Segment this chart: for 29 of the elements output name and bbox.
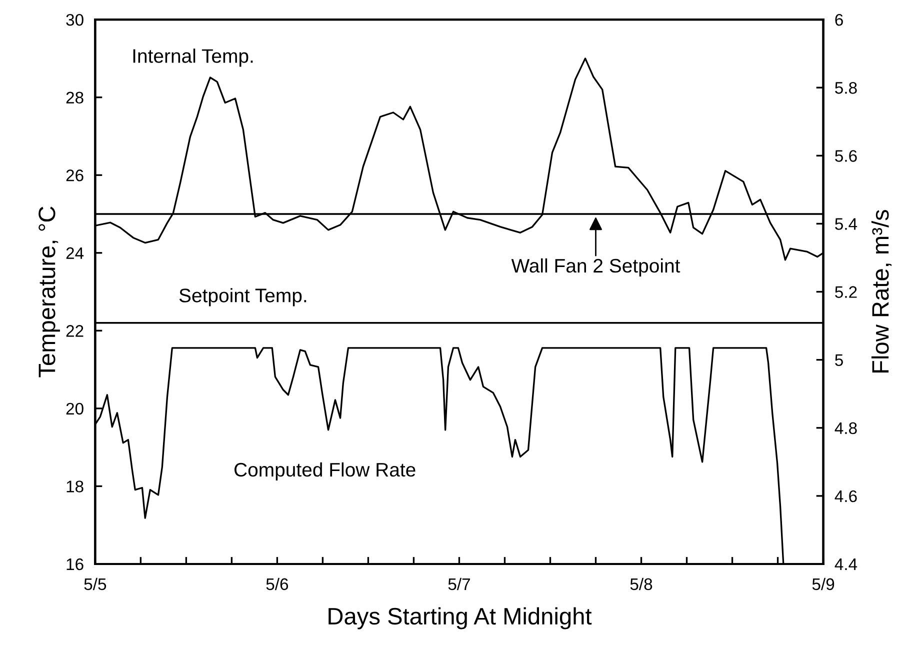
y-tick-label: 18: [66, 480, 84, 492]
y-tick-label: 30: [66, 14, 84, 26]
x-axis-title: Days Starting At Midnight: [328, 607, 592, 630]
y-tick-label: 26: [66, 170, 84, 182]
annotation: Wall Fan 2 Setpoint: [511, 258, 680, 276]
x-tick-label: 5/6: [266, 578, 288, 590]
y-tick-label: 20: [66, 402, 84, 415]
y2-tick-label: 6: [835, 14, 843, 26]
ref-line-label: Setpoint Temp.: [179, 288, 306, 306]
x-tick-label: 5/7: [448, 578, 470, 590]
series-label: Internal Temp.: [133, 48, 253, 67]
y2-tick-label: 5.4: [835, 218, 858, 230]
y-tick-label: 24: [66, 247, 84, 259]
y-tick-label: 22: [66, 325, 84, 337]
y2-tick-label: 5.8: [835, 82, 857, 94]
text: Computed Flow Rate: [234, 462, 416, 480]
y-axis-title: Temperature, °C: [38, 206, 60, 378]
y2-axis-title: Flow Rate, m³/s: [871, 210, 892, 372]
x-tick-label: 5/8: [630, 578, 652, 590]
y2-tick-label: 5.6: [835, 150, 857, 162]
y2-tick-label: 4.6: [834, 490, 857, 502]
x-tick-label: 5/9: [812, 578, 834, 590]
y2-tick-label: 4.8: [834, 422, 857, 434]
x-tick-label: 5/5: [84, 578, 106, 590]
y2-tick-label: 4.4: [834, 558, 858, 570]
y2-tick-label: 5: [835, 354, 843, 366]
y-tick-label: 28: [66, 92, 84, 104]
y-tick-label: 16: [66, 558, 84, 570]
y2-tick-label: 5.2: [835, 286, 857, 298]
